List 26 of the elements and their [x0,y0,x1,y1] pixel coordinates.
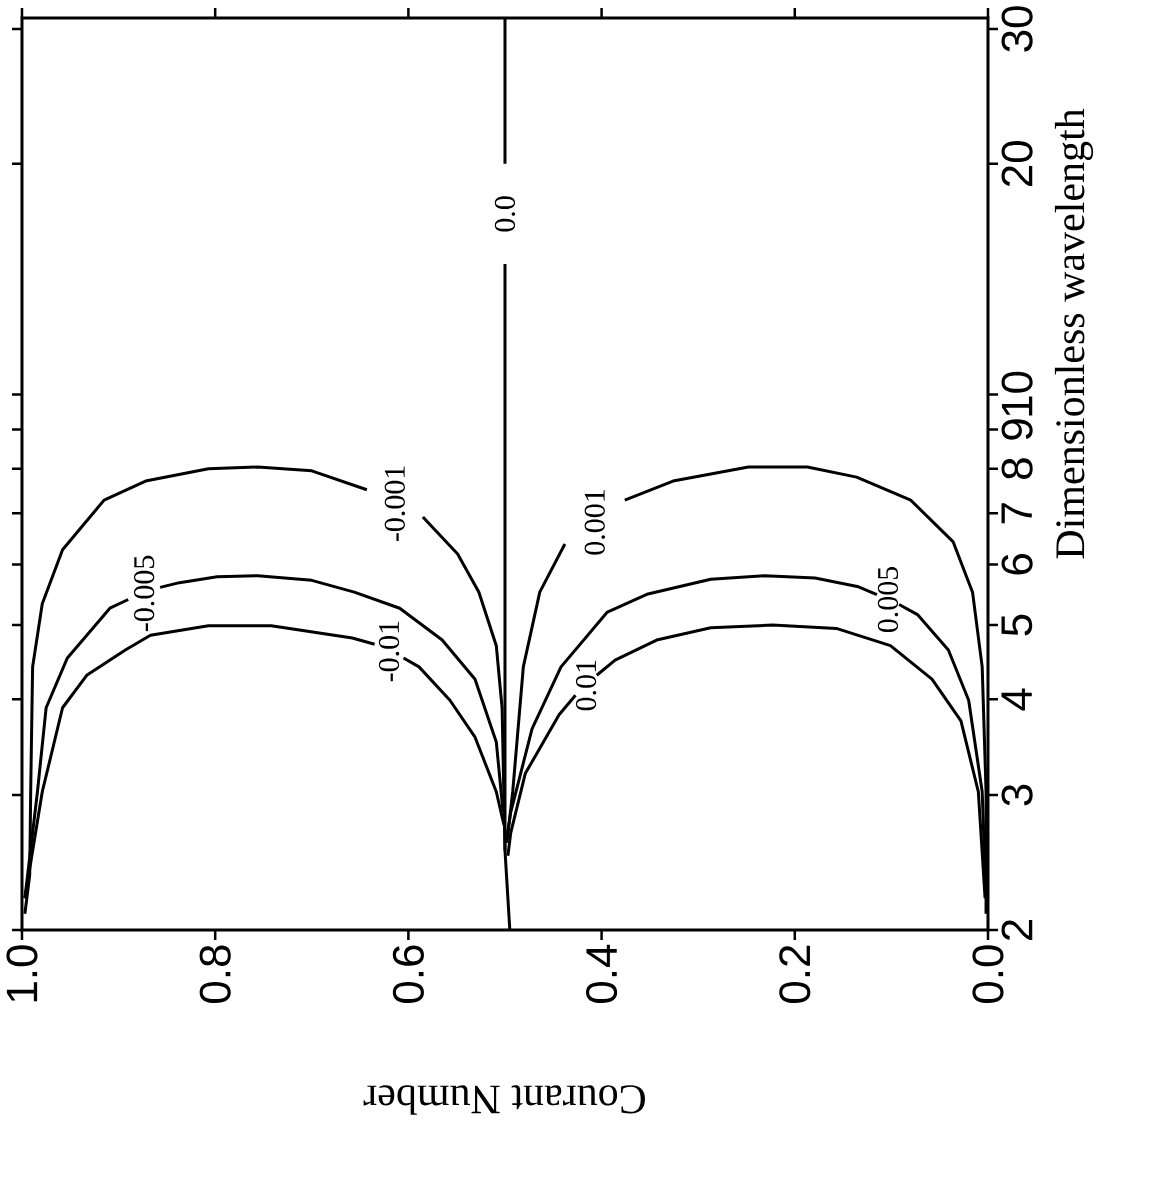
x-axis-title: Courant Number [363,1085,645,1115]
y-tick-label: 4 [1001,688,1032,711]
text: 0.001 [584,490,606,555]
y-tick-label: 3 [1001,784,1033,806]
y-tick-label: 10 [1001,371,1033,416]
text: -0.01 [378,621,400,682]
text: 0.01 [575,660,597,711]
text: -0.001 [384,466,406,541]
y-tick-label: 8 [1001,458,1033,480]
y-tick-label: 20 [1001,141,1033,187]
y-tick-label: 9 [1001,419,1033,440]
x-tick-label: 0.8 [199,945,231,1003]
y-tick-label: 2 [1001,919,1033,941]
y-tick-label: 7 [1001,503,1032,524]
x-tick-label: 1.0 [6,945,38,1002]
y-tick-label: 5 [1001,614,1033,636]
text: -0.005 [134,555,155,632]
y-axis-title: Dimensionless wavelength [1054,108,1094,559]
text: 0.0 [494,196,516,232]
x-tick-label: 0.0 [972,945,1004,1003]
x-tick-label: 0.6 [392,945,424,1003]
y-tick-label: 6 [1001,554,1033,575]
y-tick-label: 30 [1001,6,1033,52]
x-tick-label: 0.2 [779,945,811,1003]
text: 0.005 [877,566,899,633]
x-tick-label: 0.4 [586,944,618,1003]
